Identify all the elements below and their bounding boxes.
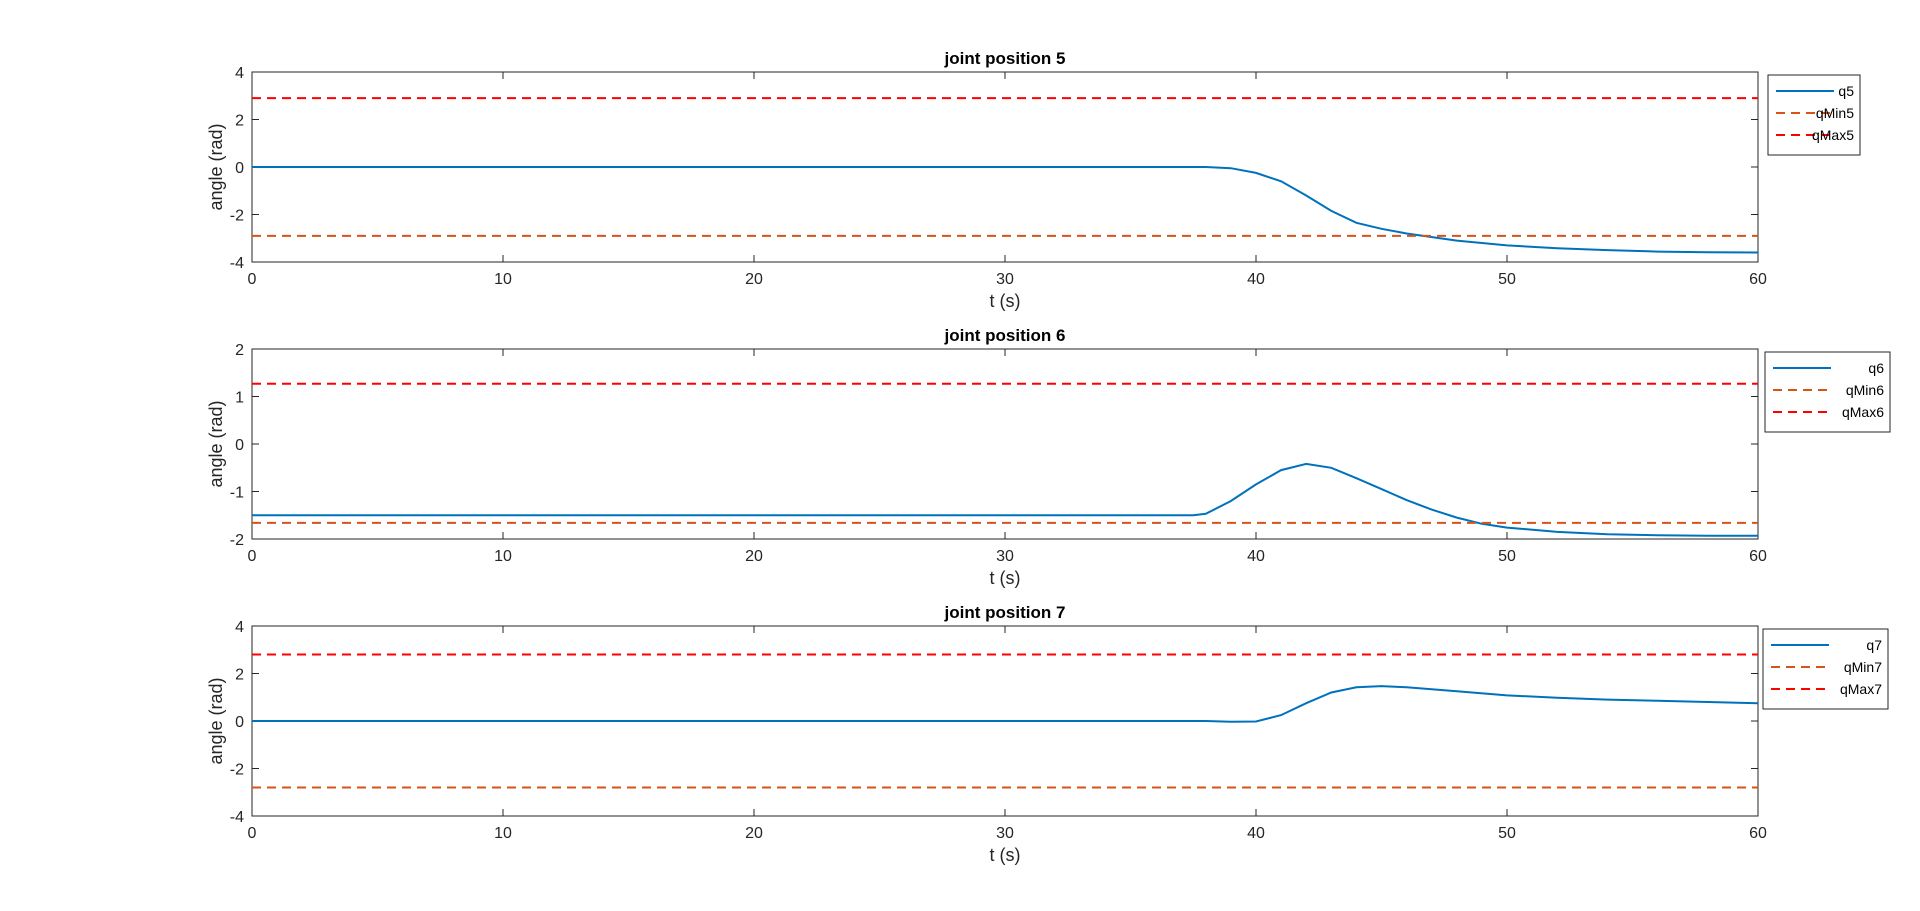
y-axis-label: angle (rad) — [206, 123, 226, 210]
subplot-3: 0 10 20 30 40 50 60 -4 -2 0 2 4 joint position 7 t (s… — [206, 603, 1889, 865]
x-tick-label: 60 — [1749, 271, 1767, 288]
x-tick-label: 60 — [1749, 548, 1767, 565]
legend-box — [1762, 628, 1889, 710]
chart-title: joint position 7 — [944, 603, 1066, 622]
y-tick-label: 2 — [235, 342, 244, 359]
x-tick-label: 30 — [996, 548, 1014, 565]
legend-entry-label: qMin5 — [1816, 105, 1854, 121]
x-tick-label: 40 — [1247, 825, 1265, 842]
legend-entry-label: qMax5 — [1812, 127, 1854, 143]
x-tick-label: 30 — [996, 271, 1014, 288]
y-tick-label: 2 — [235, 667, 244, 684]
x-tick-label: 40 — [1247, 271, 1265, 288]
y-tick-label: 0 — [235, 437, 244, 454]
y-tick-label: -1 — [230, 485, 244, 502]
legend-entry-label: q5 — [1838, 83, 1854, 99]
x-tick-label: 50 — [1498, 271, 1516, 288]
y-tick-label: -2 — [230, 762, 244, 779]
y-axis-label: angle (rad) — [206, 677, 226, 764]
legend-entry-label: q6 — [1868, 360, 1884, 376]
x-tick-label: 30 — [996, 825, 1014, 842]
x-tick-label: 60 — [1749, 825, 1767, 842]
y-tick-label: -4 — [230, 809, 244, 826]
x-tick-label: 50 — [1498, 548, 1516, 565]
y-tick-label: 2 — [235, 113, 244, 130]
y-tick-label: 0 — [235, 714, 244, 731]
x-tick-label: 20 — [745, 271, 763, 288]
legend-entry-label: qMin6 — [1846, 382, 1884, 398]
legend: q7 qMin7 qMax7 — [1762, 628, 1889, 710]
x-tick-label: 0 — [248, 825, 257, 842]
x-tick-label: 10 — [494, 825, 512, 842]
series-line-q6 — [252, 462, 1758, 537]
axes-box — [251, 348, 1759, 540]
y-tick-label: -2 — [230, 208, 244, 225]
chart-title: joint position 5 — [944, 49, 1066, 68]
x-axis-label: t (s) — [990, 845, 1021, 865]
chart-title: joint position 6 — [944, 326, 1066, 345]
legend-entry-label: q7 — [1866, 637, 1882, 653]
x-tick-label: 40 — [1247, 548, 1265, 565]
legend-box — [1767, 74, 1861, 156]
y-tick-label: 4 — [235, 65, 244, 82]
series-line-q5 — [252, 166, 1759, 254]
y-tick-label: 1 — [235, 390, 244, 407]
series-line-q7 — [252, 685, 1759, 723]
y-tick-label: 0 — [235, 160, 244, 177]
x-axis-label: t (s) — [990, 291, 1021, 311]
legend: q6 qMin6 qMax6 — [1764, 351, 1891, 433]
x-axis-label: t (s) — [990, 568, 1021, 588]
x-tick-label: 20 — [745, 825, 763, 842]
y-tick-label: 4 — [235, 619, 244, 636]
y-tick-label: -2 — [230, 532, 244, 549]
legend-entry-label: qMax7 — [1840, 681, 1882, 697]
x-tick-label: 10 — [494, 548, 512, 565]
x-tick-label: 0 — [248, 548, 257, 565]
x-tick-label: 20 — [745, 548, 763, 565]
y-axis-label: angle (rad) — [206, 400, 226, 487]
legend: q5 qMin5 qMax5 — [1767, 74, 1861, 156]
subplot-2: 0 10 20 30 40 50 60 -2 -1 0 1 2 joint position 6 t (s… — [206, 326, 1891, 588]
x-tick-label: 50 — [1498, 825, 1516, 842]
legend-box — [1764, 351, 1891, 433]
x-tick-label: 10 — [494, 271, 512, 288]
y-tick-label: -4 — [230, 255, 244, 272]
subplot-1: 0 10 20 30 40 50 60 -4 -2 0 2 4 joint position 5 t (s… — [206, 49, 1861, 311]
x-tick-label: 0 — [248, 271, 257, 288]
legend-entry-label: qMax6 — [1842, 404, 1884, 420]
legend-entry-label: qMin7 — [1844, 659, 1882, 675]
